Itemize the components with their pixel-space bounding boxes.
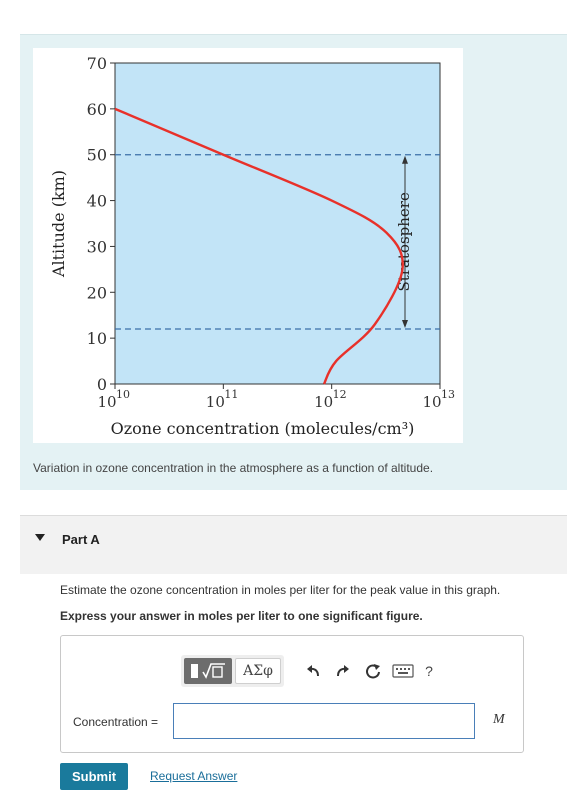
x-tick-label-0: 10 [97, 393, 116, 411]
y-tick-label-4: 40 [87, 192, 107, 211]
templates-icon [191, 663, 225, 679]
stratosphere-arrow-down [402, 319, 408, 328]
help-button[interactable]: ? [425, 663, 433, 679]
x-axis-label: Ozone concentration (molecules/cm³) [111, 419, 415, 438]
keyboard-icon [392, 664, 414, 678]
part-a-header[interactable]: Part A [20, 515, 567, 574]
stratosphere-arrow-up [402, 155, 408, 164]
math-toolbar: ΑΣφ ? [181, 655, 440, 687]
x-tick-label-3: 10 [422, 393, 441, 411]
series-line-0 [114, 107, 404, 385]
y-axis-label: Altitude (km) [49, 170, 68, 278]
keyboard-button[interactable] [390, 658, 416, 684]
request-answer-link[interactable]: Request Answer [150, 769, 238, 783]
y-tick-label-3: 30 [87, 237, 107, 256]
toolbar-group-insert: ΑΣφ [181, 655, 284, 687]
unit-label: M [493, 712, 505, 727]
x-tick-exponent-1: 11 [224, 388, 238, 401]
redo-icon [337, 665, 349, 677]
y-tick-label-6: 60 [87, 100, 107, 119]
part-title: Part A [62, 532, 100, 547]
x-tick-label-2: 10 [314, 393, 333, 411]
x-tick-exponent-3: 13 [441, 388, 455, 401]
y-tick-label-0: 0 [97, 375, 107, 394]
submit-button[interactable]: Submit [60, 763, 128, 790]
greek-symbols-button[interactable]: ΑΣφ [235, 658, 281, 684]
x-tick-exponent-0: 10 [116, 388, 130, 401]
instruction-text: Express your answer in moles per liter t… [60, 609, 423, 623]
reset-icon [366, 664, 380, 679]
stratosphere-label: Stratosphere [395, 192, 413, 291]
reset-button[interactable] [360, 658, 386, 684]
y-tick-label-1: 10 [87, 329, 107, 348]
x-tick-exponent-2: 12 [333, 388, 347, 401]
question-text: Estimate the ozone concentration in mole… [60, 583, 501, 597]
templates-button[interactable] [184, 658, 232, 684]
y-tick-label-7: 70 [87, 54, 107, 73]
concentration-input[interactable] [173, 703, 475, 739]
redo-button[interactable] [330, 658, 356, 684]
answer-box: ΑΣφ ? [60, 635, 524, 753]
concentration-label: Concentration = [73, 715, 159, 729]
y-tick-label-2: 20 [87, 283, 107, 302]
figure-panel: Stratosphere 0 10 20 30 40 50 60 70 10 10 10 11 10 12 1… [20, 34, 567, 490]
plot-area [114, 62, 441, 385]
figure-caption: Variation in ozone concentration in the … [33, 461, 434, 475]
y-tick-label-5: 50 [87, 146, 107, 165]
ozone-chart: Stratosphere 0 10 20 30 40 50 60 70 10 10 10 11 10 12 1… [33, 48, 463, 443]
undo-icon [307, 665, 319, 677]
undo-button[interactable] [300, 658, 326, 684]
collapse-toggle-icon[interactable] [35, 534, 45, 541]
x-tick-label-1: 10 [206, 393, 225, 411]
